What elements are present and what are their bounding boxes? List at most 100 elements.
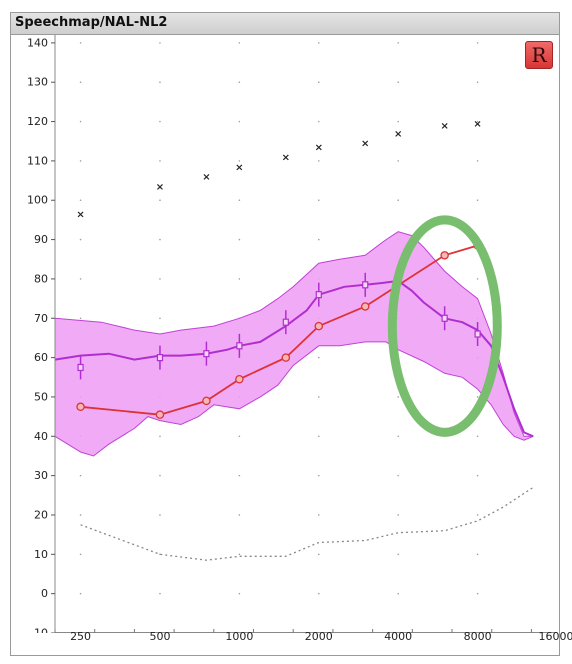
aided-point: [314, 321, 324, 331]
grid-dot: [238, 199, 241, 202]
grid-dot: [397, 435, 399, 438]
speechmap-chart: × × × × × × × × × × -10 0 10 20 30 40 50 60 70 80 90 100 110 1…: [11, 35, 559, 640]
grid-dot: [476, 514, 479, 516]
target-line: [54, 279, 534, 438]
x-tick-label: 500: [149, 630, 170, 643]
grid-dot: [397, 81, 399, 84]
x-tick-label: 16000: [539, 630, 572, 643]
y-tick-label: 30: [34, 469, 48, 482]
grid-dot: [79, 199, 82, 202]
grid-dot: [476, 435, 479, 438]
grid-dot: [476, 553, 479, 556]
x-tick-label: 4000: [384, 630, 412, 643]
y-tick-label: 130: [27, 76, 48, 89]
target-marker: [203, 350, 210, 358]
grid-dot: [238, 81, 241, 84]
panel-titlebar: Speechmap/NAL-NL2: [11, 13, 559, 35]
grid-dot: [238, 435, 241, 438]
grid-dot: [476, 474, 479, 477]
y-tick-label: 50: [34, 390, 48, 403]
y-tick-label: 80: [34, 272, 48, 285]
speechmap-panel: Speechmap/NAL-NL2 × × × × × × × × × × -10 0 10 20 30 4…: [10, 12, 560, 656]
y-tick-label: 100: [27, 194, 48, 207]
grid-dot: [317, 396, 320, 398]
target-marker: [156, 354, 164, 362]
panel-title: Speechmap/NAL-NL2: [15, 15, 168, 30]
r-button[interactable]: R: [525, 41, 553, 69]
grid-dot: [238, 592, 241, 595]
grid-dot: [79, 474, 82, 477]
grid-dot: [238, 120, 241, 123]
ucl-point: ×: [156, 182, 164, 193]
grid-dot: [317, 42, 320, 44]
ucl-point: ×: [473, 119, 481, 130]
target-marker: [315, 291, 322, 299]
ucl-point: ×: [394, 129, 402, 140]
grid-dot: [476, 278, 479, 280]
grid-dot: [317, 553, 320, 556]
grid-dot: [159, 81, 161, 84]
grid-dot: [79, 160, 82, 162]
grid-dot: [159, 514, 161, 516]
grid-dot: [238, 160, 241, 162]
grid-dot: [397, 553, 399, 556]
y-tick-label: 120: [27, 115, 48, 128]
y-tick-label: 0: [41, 587, 48, 600]
aided-point: [440, 251, 449, 260]
grid-dot: [476, 199, 479, 202]
grid-dot: [397, 160, 399, 162]
grid-dot: [476, 160, 479, 162]
grid-dot: [159, 160, 161, 162]
grid-dot: [476, 592, 479, 595]
grid-dot: [238, 278, 241, 280]
grid-dot: [397, 396, 399, 398]
grid-dot: [159, 592, 161, 595]
grid-dot: [79, 317, 82, 320]
grid-dot: [476, 120, 479, 123]
speech-band-area: [54, 231, 534, 457]
grid-dot: [317, 81, 320, 84]
y-tick-label: 110: [27, 154, 48, 167]
threshold-line: [80, 486, 534, 561]
grid-dot: [238, 238, 241, 241]
grid-dot: [397, 474, 399, 477]
chart-svg: ×××××× ××× × -1001020304050607080901001101…: [27, 35, 557, 640]
grid-dot: [159, 199, 161, 202]
grid-dot: [79, 278, 82, 280]
y-tick-label: 90: [34, 233, 48, 246]
aided-point: [202, 396, 211, 406]
grid-dot: [238, 42, 241, 44]
grid-dot: [159, 435, 161, 438]
ucl-point: ×: [202, 172, 210, 183]
ucl-point: ×: [361, 139, 369, 150]
x-tick-label: 1000: [225, 630, 253, 643]
y-tick-label: 60: [34, 351, 48, 364]
grid-dot: [397, 514, 399, 516]
grid-dot: [317, 514, 320, 516]
target-marker: [441, 314, 448, 322]
aided-point: [235, 374, 244, 384]
grid-dot: [317, 356, 320, 359]
grid-dot: [238, 514, 241, 516]
grid-dot: [79, 42, 82, 44]
grid-dot: [397, 120, 399, 123]
ucl-point: ×: [440, 121, 448, 132]
grid-dot: [159, 120, 161, 123]
ucl-point: ×: [315, 143, 323, 154]
target-marker: [236, 342, 243, 350]
target-marker: [77, 363, 84, 372]
grid-dot: [238, 474, 241, 477]
target-marker: [474, 330, 481, 338]
grid-dot: [476, 396, 479, 398]
grid-dot: [317, 160, 320, 162]
y-tick-label: 40: [34, 430, 48, 443]
ucl-point: ×: [235, 162, 243, 173]
highlight-ellipse: [387, 215, 502, 437]
aided-point: [360, 302, 370, 311]
target-marker: [362, 281, 369, 289]
grid-dot: [476, 81, 479, 84]
grid-dot: [159, 42, 161, 44]
grid-dot: [159, 278, 161, 280]
grid-dot: [79, 553, 82, 556]
grid-dot: [317, 199, 320, 202]
